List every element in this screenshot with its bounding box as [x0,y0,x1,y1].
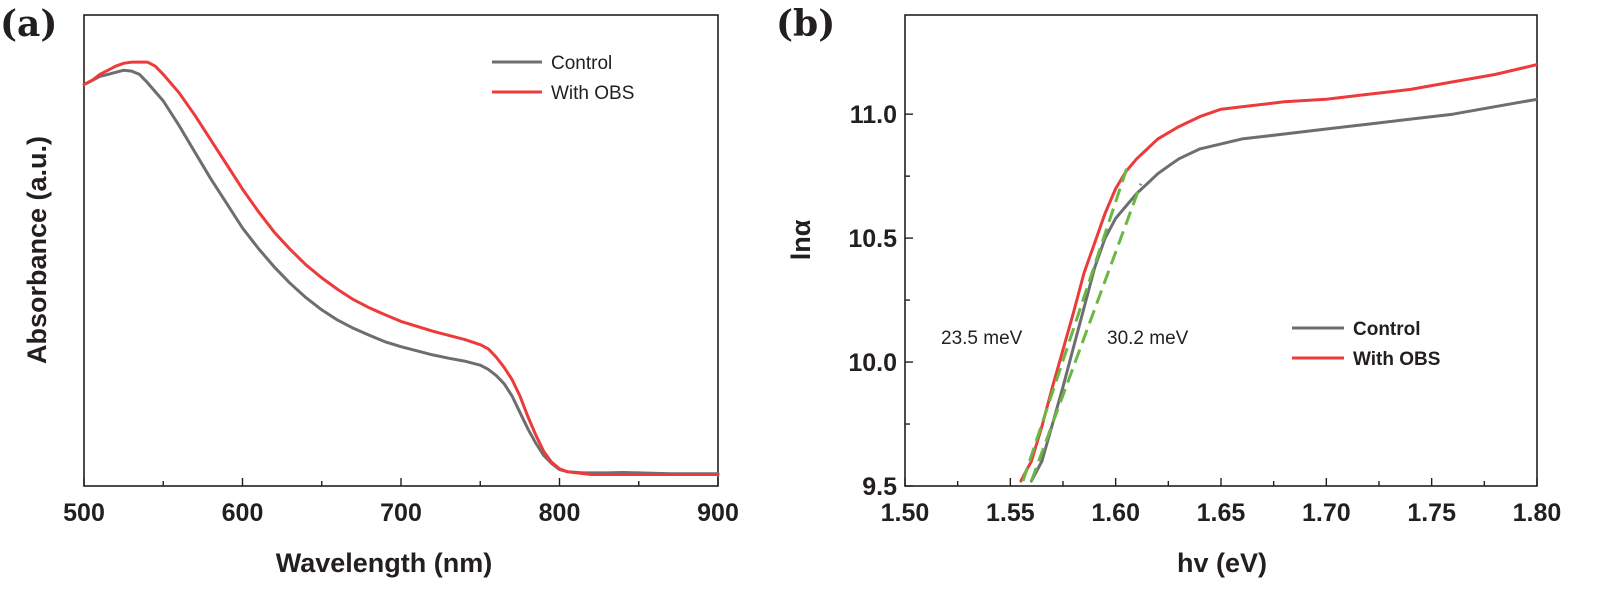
y-tick-label: 11.0 [850,101,897,129]
legend-label-control: Control [551,53,612,74]
x-tick-label: 1.50 [881,499,930,527]
x-tick-label: 500 [63,499,105,527]
panel-b-label: (b) [776,3,835,45]
x-tick-label: 1.65 [1197,499,1246,527]
series-urbach-fit-30-2-mev [1029,183,1143,482]
panel-b-plot-frame [904,14,1538,487]
panel-a-label: (a) [0,3,57,45]
panel-b-series [1019,63,1537,483]
panel-a-y-axis-label: Absorbance (a.u.) [22,136,52,364]
panel-a-series [82,60,720,476]
panel-a-legend: Control With OBS [492,53,634,104]
y-tick-label: 10.5 [848,225,897,253]
series-control [82,68,720,476]
series-with-obs [1019,63,1537,483]
panel-b-y-axis-label: lnα [786,219,816,260]
y-tick-label: 10.0 [848,349,897,377]
panel-a-x-ticks [83,478,719,486]
x-tick-label: 800 [539,499,581,527]
x-tick-label: 600 [222,499,264,527]
panel-b-legend: Control With OBS [1292,319,1440,370]
annotation-urbach-control: 30.2 meV [1107,328,1189,349]
legend-label-with-obs: With OBS [1353,349,1440,370]
x-tick-label: 1.55 [986,499,1035,527]
x-tick-label: 1.60 [1091,499,1140,527]
legend-label-control: Control [1353,319,1421,340]
y-tick-label: 9.5 [862,473,897,501]
panel-b-x-axis-label: hv (eV) [1177,548,1267,578]
panel-a-x-tick-labels: 500 600 700 800 900 [63,499,739,527]
legend-label-with-obs: With OBS [551,83,634,104]
x-tick-label: 1.80 [1513,499,1562,527]
panel-a-x-axis-label: Wavelength (nm) [276,548,493,578]
series-control [1029,97,1537,483]
panel-b: (b) 1.50 1.55 1.60 1.65 1.70 1.75 1.809.510.01… [776,3,1561,578]
series-with-obs [82,60,720,476]
annotation-urbach-with-obs: 23.5 meV [941,328,1023,349]
x-tick-label: 900 [697,499,739,527]
x-tick-label: 1.75 [1407,499,1456,527]
panel-b-ticks [904,113,1538,487]
panel-b-tick-labels: 1.50 1.55 1.60 1.65 1.70 1.75 1.80 9.5 10.0 10.5 1… [848,101,1561,527]
series-urbach-fit-23-5-mev [1021,163,1130,482]
x-tick-label: 1.70 [1302,499,1351,527]
x-tick-label: 700 [380,499,422,527]
panel-a: (a) 500 600 700 800 900 Wavelength (nm) Abso… [0,3,739,578]
